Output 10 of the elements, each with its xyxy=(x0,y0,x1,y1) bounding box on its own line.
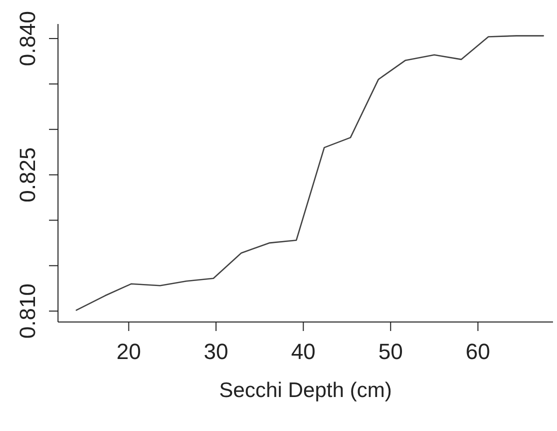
x-tick-label: 20 xyxy=(116,339,141,364)
x-axis-title: Secchi Depth (cm) xyxy=(219,379,392,402)
x-tick-label: 60 xyxy=(466,339,490,364)
x-tick-label: 40 xyxy=(291,339,316,364)
y-tick-label: 0.825 xyxy=(15,147,40,202)
x-tick-label: 30 xyxy=(204,339,228,364)
x-tick-label: 50 xyxy=(378,339,403,364)
line-series xyxy=(76,35,544,311)
y-tick-label: 0.840 xyxy=(15,11,40,66)
y-tick-label: 0.810 xyxy=(15,284,40,339)
